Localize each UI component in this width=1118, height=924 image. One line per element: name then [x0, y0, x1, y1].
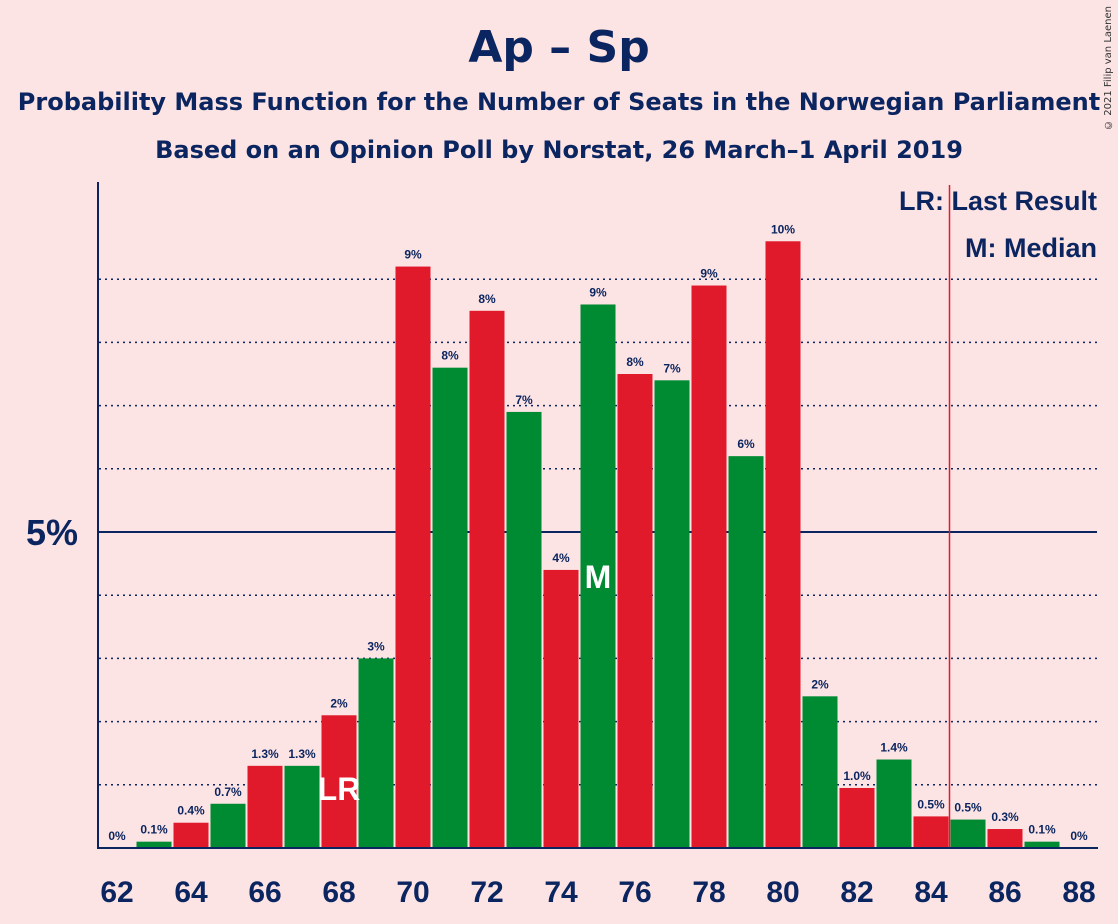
bar-label-seat-66: 1.3%	[251, 747, 279, 761]
x-tick-label: 78	[692, 876, 725, 909]
bar-seat-79	[728, 456, 764, 848]
x-tick-label: 74	[544, 876, 578, 909]
bar-label-seat-65: 0.7%	[214, 785, 242, 799]
chart-subtitle: Probability Mass Function for the Number…	[17, 88, 1101, 116]
bar-label-seat-79: 6%	[737, 437, 755, 451]
bar-label-seat-85: 0.5%	[954, 801, 982, 815]
bar-label-seat-69: 3%	[367, 639, 385, 653]
bar-label-seat-78: 9%	[700, 267, 718, 281]
bar-seat-87	[1024, 841, 1060, 848]
bar-label-seat-84: 0.5%	[917, 797, 945, 811]
legend: LR: Last Result M: Median	[899, 186, 1097, 263]
y-tick-label: 5%	[26, 512, 78, 553]
legend-median: M: Median	[965, 233, 1097, 263]
bar-label-seat-87: 0.1%	[1028, 823, 1056, 837]
bar-seat-74	[543, 569, 579, 848]
last-result-marker: LR	[318, 771, 361, 807]
x-tick-label: 88	[1062, 876, 1095, 909]
bar-label-seat-71: 8%	[441, 349, 459, 363]
bar-seat-75	[580, 304, 616, 849]
bar-seat-63	[136, 841, 172, 848]
bar-label-seat-75: 9%	[589, 285, 607, 299]
legend-last-result: LR: Last Result	[899, 186, 1097, 216]
bar-label-seat-83: 1.4%	[880, 741, 908, 755]
x-tick-label: 62	[100, 876, 133, 909]
bar-label-seat-63: 0.1%	[140, 823, 168, 837]
bar-seat-72	[469, 310, 505, 848]
bar-seat-70	[395, 266, 431, 848]
bar-seat-81	[802, 696, 838, 848]
bar-seat-71	[432, 367, 468, 848]
bar-seat-76	[617, 374, 653, 848]
bar-seat-83	[876, 759, 912, 848]
bar-seat-69	[358, 658, 394, 848]
bar-seat-84	[913, 816, 949, 848]
bar-label-seat-62: 0%	[108, 829, 126, 843]
bar-seat-82	[839, 787, 875, 848]
bar-seat-80	[765, 241, 801, 848]
x-tick-label: 72	[470, 876, 503, 909]
bar-label-seat-67: 1.3%	[288, 747, 316, 761]
bar-seat-77	[654, 380, 690, 848]
chart-title: Ap – Sp	[468, 22, 650, 73]
bar-seat-67	[284, 765, 320, 848]
bar-seat-86	[987, 829, 1023, 848]
bar-label-seat-82: 1.0%	[843, 769, 871, 783]
bar-label-seat-68: 2%	[330, 696, 348, 710]
bar-seat-73	[506, 411, 542, 848]
bar-label-seat-81: 2%	[811, 677, 829, 691]
axes: 5% 62 64 66 68 70 72 74 76 78 80 82 84 86 88	[26, 182, 1098, 909]
x-tick-label: 84	[914, 876, 948, 909]
bar-label-seat-86: 0.3%	[991, 810, 1019, 824]
bar-label-seat-80: 10%	[771, 222, 795, 236]
x-tick-label: 80	[766, 876, 799, 909]
bar-seat-68	[321, 715, 357, 848]
bar-label-seat-72: 8%	[478, 292, 496, 306]
bars: 0% 0.1% 0.4% 0.7% 1.3% 1.3% 2% 3% 9% 8% 8% 7% 4% 9% 8%…	[108, 222, 1088, 849]
x-tick-label: 66	[248, 876, 281, 909]
bar-seat-85	[950, 819, 986, 848]
chart-subtitle-poll: Based on an Opinion Poll by Norstat, 26 …	[155, 136, 963, 164]
median-marker: M	[585, 559, 612, 595]
bar-label-seat-64: 0.4%	[177, 804, 205, 818]
x-tick-label: 86	[988, 876, 1021, 909]
x-tick-label: 64	[174, 876, 208, 909]
bar-label-seat-76: 8%	[626, 355, 644, 369]
bar-label-seat-88: 0%	[1070, 829, 1088, 843]
bar-label-seat-74: 4%	[552, 551, 570, 565]
x-tick-label: 76	[618, 876, 651, 909]
bar-label-seat-70: 9%	[404, 248, 422, 262]
bar-seat-66	[247, 765, 283, 848]
x-tick-label: 70	[396, 876, 429, 909]
bar-label-seat-73: 7%	[515, 393, 533, 407]
x-tick-label: 68	[322, 876, 355, 909]
bar-seat-65	[210, 803, 246, 848]
bar-label-seat-77: 7%	[663, 361, 681, 375]
bar-seat-78	[691, 285, 727, 848]
bar-seat-64	[173, 822, 209, 848]
x-tick-label: 82	[840, 876, 873, 909]
